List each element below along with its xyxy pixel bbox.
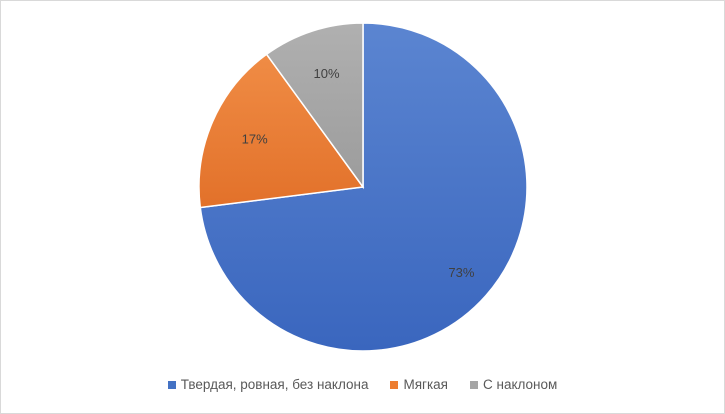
legend-label-inclined: С наклоном [483, 377, 558, 392]
pie-slice [265, 22, 364, 190]
pie-slices [198, 22, 528, 352]
legend-item-soft: Мягкая [390, 377, 448, 392]
legend-swatch-solid [167, 380, 176, 389]
pie-data-label: 17% [242, 132, 268, 147]
legend-item-inclined: С наклоном [470, 377, 557, 392]
legend-swatch-soft [390, 380, 399, 389]
pie-chart: 73% 17% 10% [198, 22, 528, 352]
legend-swatch-inclined [470, 380, 478, 389]
legend-label-soft: Мягкая [403, 377, 448, 392]
legend-item-solid: Твердая, ровная, без наклона [167, 377, 369, 392]
legend-label-solid: Твердая, ровная, без наклона [180, 377, 369, 392]
legend: Твердая, ровная, без наклона Мягкая С на… [1, 377, 724, 392]
pie-labels: 73% 17% 10% [242, 66, 475, 280]
pie-data-label: 10% [313, 66, 339, 81]
pie-data-label: 73% [448, 265, 474, 280]
pie-slice [198, 53, 365, 209]
